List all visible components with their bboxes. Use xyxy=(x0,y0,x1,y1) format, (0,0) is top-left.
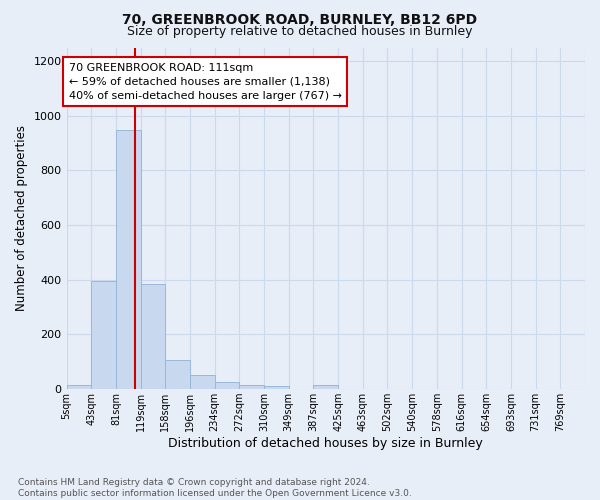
X-axis label: Distribution of detached houses by size in Burnley: Distribution of detached houses by size … xyxy=(169,437,483,450)
Text: 70 GREENBROOK ROAD: 111sqm
← 59% of detached houses are smaller (1,138)
40% of s: 70 GREENBROOK ROAD: 111sqm ← 59% of deta… xyxy=(68,62,341,100)
Y-axis label: Number of detached properties: Number of detached properties xyxy=(15,126,28,312)
Text: 70, GREENBROOK ROAD, BURNLEY, BB12 6PD: 70, GREENBROOK ROAD, BURNLEY, BB12 6PD xyxy=(122,12,478,26)
Bar xyxy=(165,360,190,389)
Bar xyxy=(91,281,116,389)
Text: Contains HM Land Registry data © Crown copyright and database right 2024.
Contai: Contains HM Land Registry data © Crown c… xyxy=(18,478,412,498)
Bar xyxy=(67,385,91,389)
Bar xyxy=(140,284,165,389)
Bar xyxy=(116,130,140,389)
Text: Size of property relative to detached houses in Burnley: Size of property relative to detached ho… xyxy=(127,25,473,38)
Bar xyxy=(313,385,338,389)
Bar xyxy=(239,385,264,389)
Bar xyxy=(264,386,289,389)
Bar xyxy=(215,382,239,389)
Bar xyxy=(190,376,215,389)
